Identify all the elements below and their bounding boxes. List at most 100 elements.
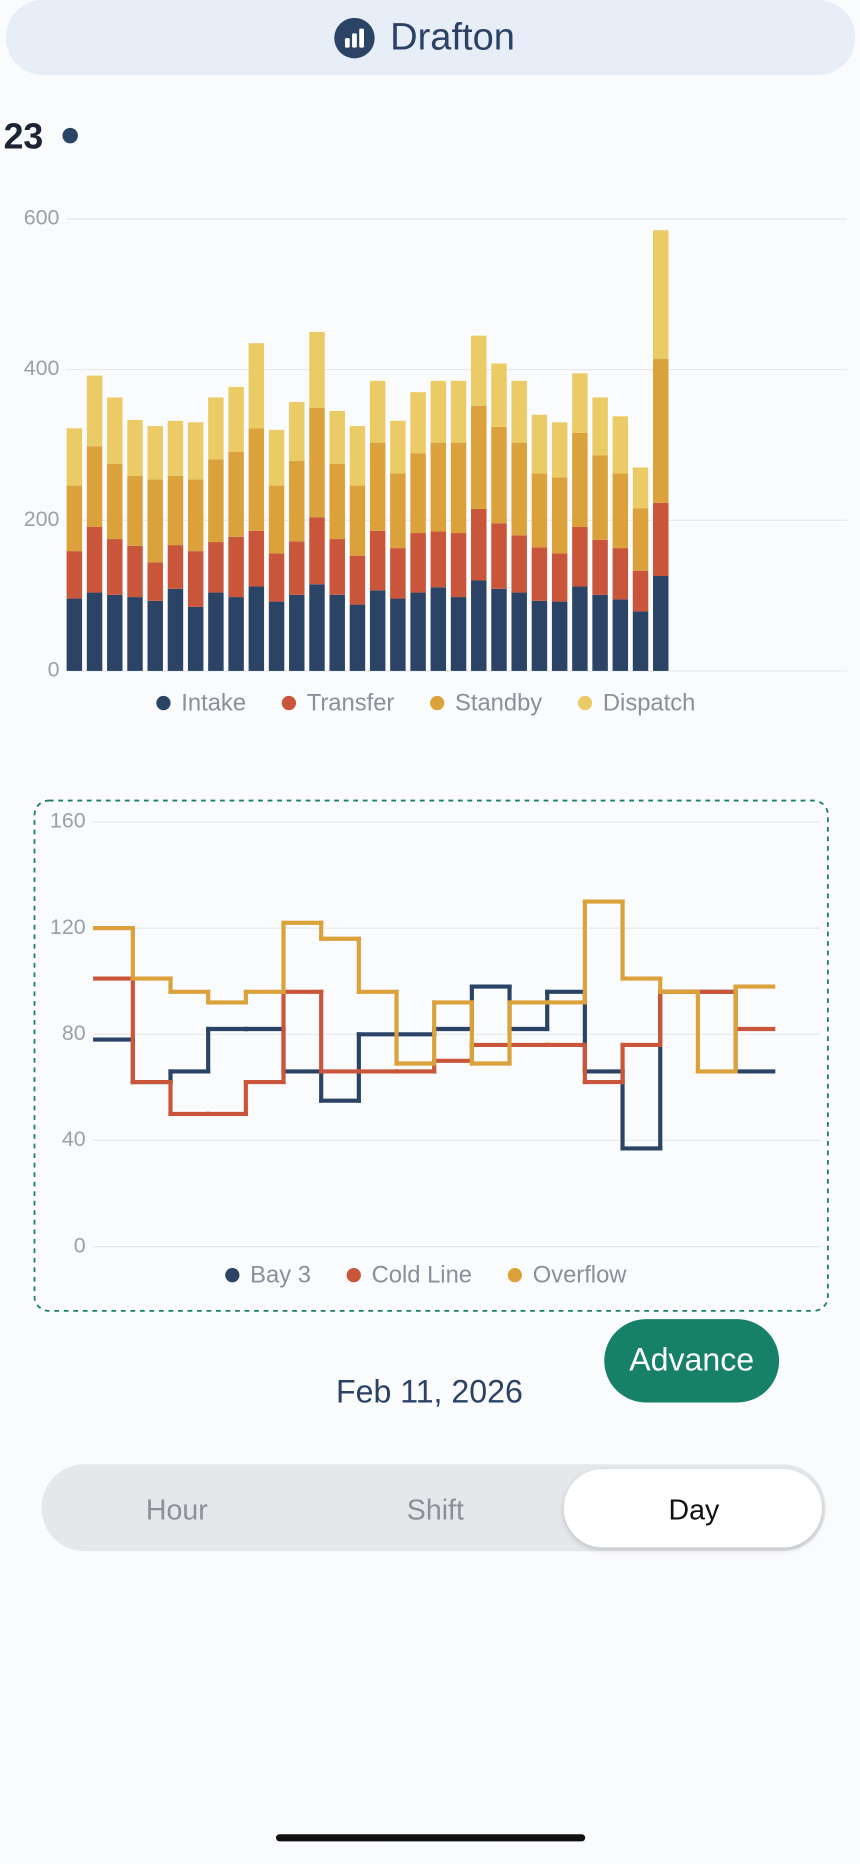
- bar-segment: [369, 442, 386, 531]
- bar-segment: [410, 453, 426, 534]
- bar-segment: [127, 597, 143, 671]
- bar-segment: [107, 463, 123, 540]
- legend-label: Transfer: [307, 689, 395, 716]
- bar-segment: [66, 598, 83, 671]
- y-tick-label: 0: [74, 1233, 86, 1257]
- bar-segment: [511, 535, 527, 593]
- bar-segment: [127, 545, 143, 598]
- header: Drafton: [5, 0, 856, 75]
- bar-segment: [228, 597, 244, 671]
- bar-segment: [653, 502, 669, 576]
- bar-segment: [632, 611, 649, 671]
- y-tick-label: 120: [50, 915, 86, 939]
- bar-segment: [572, 586, 588, 671]
- bar-segment: [329, 463, 345, 540]
- legend-label: Standby: [455, 689, 542, 716]
- bar-segment: [653, 359, 669, 503]
- segment-option[interactable]: Day: [668, 1494, 719, 1526]
- bar-segment: [309, 407, 325, 518]
- bar-segment: [228, 451, 244, 537]
- legend-swatch: [156, 695, 171, 711]
- bar-segment: [653, 230, 669, 360]
- bar-segment: [187, 606, 204, 671]
- bar-segment: [592, 397, 608, 456]
- bar-segment: [410, 392, 426, 454]
- bar-segment: [86, 592, 103, 671]
- bar-segment: [369, 590, 386, 671]
- legend-swatch: [507, 1268, 523, 1283]
- bar-segment: [268, 429, 285, 486]
- bar-segment: [309, 517, 325, 585]
- bar-segment: [289, 541, 305, 595]
- bar-segment: [390, 548, 406, 599]
- bar-segment: [187, 551, 204, 607]
- chart-frame: [33, 799, 829, 1312]
- segment-option[interactable]: Hour: [146, 1494, 208, 1526]
- y-tick-label: 80: [62, 1021, 86, 1045]
- segment-option[interactable]: Shift: [407, 1494, 464, 1526]
- bar-segment: [107, 397, 123, 464]
- bar-segment: [653, 575, 669, 671]
- legend-swatch: [225, 1268, 240, 1283]
- bar-segment: [187, 422, 204, 480]
- bar-segment: [369, 530, 386, 591]
- bar-segment: [127, 475, 143, 546]
- bar-segment: [632, 508, 649, 571]
- bar-segment: [309, 584, 325, 671]
- bar-segment: [208, 459, 224, 543]
- bar-segment: [632, 467, 649, 509]
- bar-segment: [450, 533, 467, 598]
- bar-segment: [551, 477, 568, 554]
- y-tick-label: 160: [50, 809, 86, 833]
- advance-button[interactable]: Advance: [604, 1319, 780, 1403]
- bar-segment: [410, 592, 426, 671]
- bar-segment: [167, 545, 184, 589]
- legend-label: Overflow: [533, 1262, 628, 1289]
- bar-segment: [107, 539, 123, 595]
- bar-segment: [390, 598, 406, 671]
- button-bg[interactable]: [604, 1319, 780, 1403]
- bar-segment: [612, 599, 629, 671]
- bar-segment: [66, 551, 83, 599]
- segment-selected-bg[interactable]: [563, 1469, 822, 1548]
- bar-segment: [551, 422, 568, 478]
- bar-segment: [612, 416, 629, 474]
- bar-segment: [491, 363, 507, 427]
- bar-segment: [511, 592, 527, 671]
- y-tick-label: 200: [24, 507, 60, 531]
- y-tick-label: 0: [48, 658, 60, 682]
- bar-segment: [268, 485, 285, 554]
- date-label: Feb 11, 2026: [336, 1374, 523, 1410]
- bar-segment: [390, 420, 406, 474]
- bar-segment: [309, 331, 325, 408]
- bar-segment: [86, 446, 103, 528]
- bar-segment: [208, 397, 224, 460]
- bar-segment: [329, 411, 345, 464]
- bar-segment: [612, 548, 629, 600]
- slider[interactable]: 23: [4, 117, 857, 157]
- bar-segment: [410, 533, 426, 593]
- bar-segment: [531, 414, 548, 474]
- bar-segment: [167, 588, 184, 671]
- slider-thumb[interactable]: [62, 127, 78, 144]
- bar-segment: [572, 373, 588, 433]
- bar-segment: [531, 547, 548, 601]
- bar-segment: [491, 523, 507, 589]
- stacked-bar-chart: 0 200 400 600 Intake Transfer Standby Dispatch: [24, 206, 847, 716]
- bar-segment: [430, 531, 447, 588]
- bar-segment: [167, 475, 184, 546]
- legend-swatch: [346, 1268, 361, 1283]
- y-tick-label: 600: [24, 206, 60, 230]
- legend-swatch: [577, 695, 593, 711]
- bar-segment: [531, 600, 548, 671]
- bar-segment: [127, 420, 143, 476]
- bar-segment: [147, 600, 163, 671]
- bar-segment: [572, 527, 588, 587]
- button-label[interactable]: Advance: [629, 1341, 754, 1377]
- bar-segment: [187, 479, 204, 552]
- slider-value: 23: [4, 117, 44, 157]
- bar-segment: [268, 601, 285, 671]
- segmented-control: Hour Shift Day: [41, 1464, 826, 1552]
- bar-segment: [612, 473, 629, 549]
- header-bg: [5, 0, 856, 75]
